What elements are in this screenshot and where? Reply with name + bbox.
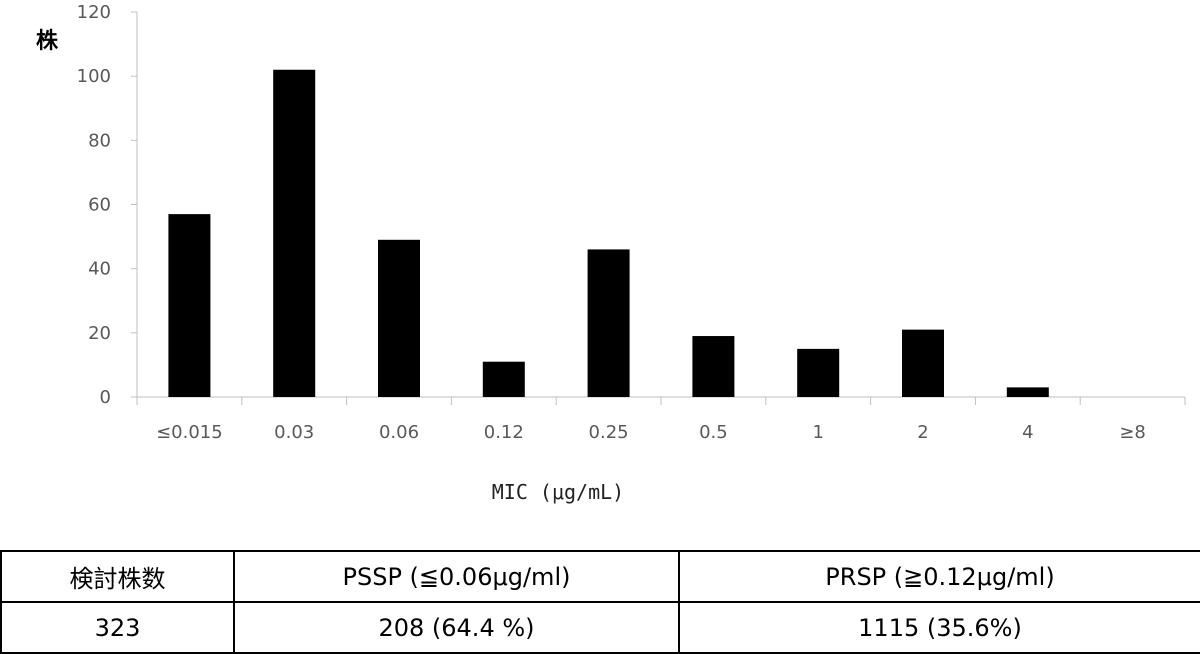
x-tick-label: 2 — [917, 422, 928, 443]
y-tick-label: 80 — [88, 130, 111, 151]
bar — [587, 249, 630, 397]
cell-prsp: 1115 (35.6%) — [678, 601, 1200, 654]
table-row: 323 208 (64.4 %) 1115 (35.6%) — [0, 601, 1200, 654]
x-tick-label: 0.06 — [379, 422, 419, 443]
x-tick-label: ≤0.015 — [156, 422, 223, 443]
bar — [273, 69, 316, 397]
bar — [692, 336, 735, 397]
bar — [378, 239, 420, 397]
x-tick-label: 1 — [812, 422, 823, 443]
bar — [797, 348, 840, 397]
x-tick-label: 0.03 — [274, 422, 314, 443]
y-tick-label: 20 — [88, 323, 111, 344]
y-axis-label: 株 — [36, 29, 59, 54]
cell-pssp: 208 (64.4 %) — [233, 601, 680, 654]
header-prsp: PRSP (≧0.12μg/ml) — [678, 550, 1200, 603]
x-tick-label: 4 — [1022, 422, 1033, 443]
x-tick-label: 0.25 — [589, 422, 629, 443]
x-axis-title: MIC (μg/mL) — [492, 480, 624, 504]
y-axis: 0 20 40 60 80 100 120 — [77, 2, 138, 408]
y-tick-label: 0 — [100, 387, 111, 408]
y-tick-label: 120 — [77, 2, 111, 23]
x-axis: ≤0.015 0.03 0.06 0.12 0.25 0.5 1 2 4 ≥8 — [136, 396, 1186, 443]
x-tick-label: 0.12 — [484, 422, 524, 443]
summary-table: 検討株数 PSSP (≦0.06μg/ml) PRSP (≧0.12μg/ml)… — [0, 550, 1200, 654]
y-tick-label: 40 — [88, 259, 111, 280]
mic-bar-chart: 株 0 20 40 60 80 100 120 ≤0.015 0.03 0.06 0.12 0.25… — [36, 2, 1186, 504]
table-header-row: 検討株数 PSSP (≦0.06μg/ml) PRSP (≧0.12μg/ml) — [0, 550, 1200, 603]
bar — [482, 361, 525, 397]
cell-total-strains: 323 — [0, 601, 235, 654]
header-pssp: PSSP (≦0.06μg/ml) — [233, 550, 680, 603]
x-tick-label: ≥8 — [1119, 422, 1146, 443]
x-tick-label: 0.5 — [699, 422, 728, 443]
bar — [1006, 387, 1049, 397]
bar — [168, 214, 211, 397]
y-tick-label: 60 — [88, 195, 111, 216]
header-total-strains: 検討株数 — [0, 550, 235, 603]
bars — [168, 69, 1049, 397]
bar — [902, 329, 944, 397]
y-tick-label: 100 — [77, 66, 111, 87]
